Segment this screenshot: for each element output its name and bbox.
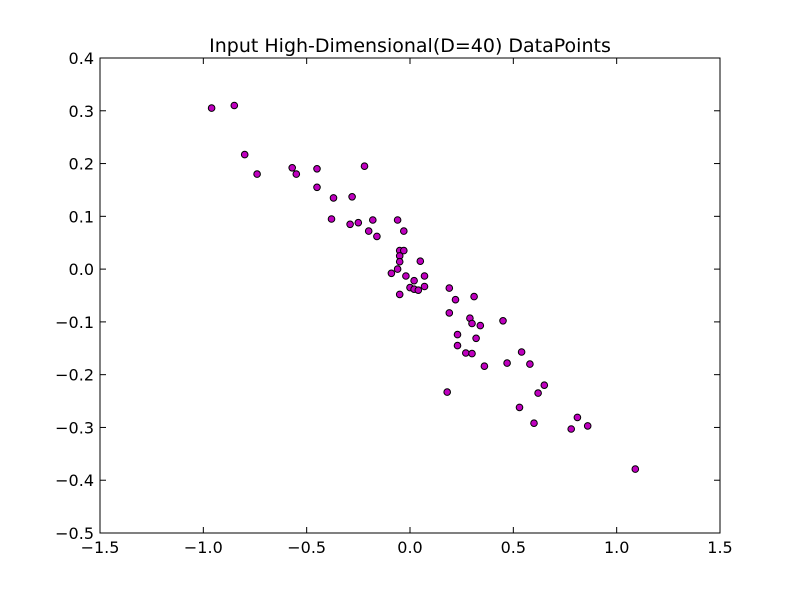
data-point-37 bbox=[445, 309, 454, 317]
data-point-47 bbox=[517, 348, 526, 356]
data-point-57 bbox=[567, 425, 576, 433]
y-tick-label-7: 0.2 bbox=[69, 155, 94, 174]
data-point-17 bbox=[393, 216, 402, 224]
data-point-32 bbox=[420, 282, 429, 291]
data-point-40 bbox=[476, 321, 485, 330]
x-tick-label-1: −1.0 bbox=[184, 538, 223, 557]
data-point-2 bbox=[240, 150, 249, 159]
data-point-3 bbox=[253, 170, 261, 178]
data-point-8 bbox=[329, 194, 338, 202]
x-tick-label-4: 0.5 bbox=[501, 538, 526, 557]
x-tick-label-2: −0.5 bbox=[287, 538, 326, 557]
data-point-10 bbox=[348, 193, 356, 201]
data-point-16 bbox=[373, 232, 381, 241]
data-point-58 bbox=[583, 422, 592, 430]
data-point-27 bbox=[410, 276, 418, 285]
y-tick-label-0: −0.5 bbox=[55, 524, 94, 543]
data-point-34 bbox=[445, 284, 454, 292]
data-point-51 bbox=[443, 388, 452, 396]
plot-frame bbox=[99, 57, 721, 534]
data-point-26 bbox=[402, 272, 410, 280]
data-point-52 bbox=[540, 381, 549, 390]
data-point-36 bbox=[470, 292, 478, 301]
y-tick-label-2: −0.3 bbox=[55, 418, 94, 437]
data-point-54 bbox=[515, 403, 524, 412]
data-point-39 bbox=[468, 319, 476, 328]
data-point-49 bbox=[526, 360, 534, 368]
x-tick-label-3: 0.0 bbox=[397, 538, 422, 557]
data-point-24 bbox=[387, 269, 396, 278]
data-point-13 bbox=[354, 218, 363, 227]
data-point-46 bbox=[499, 317, 507, 325]
data-point-5 bbox=[292, 170, 301, 178]
x-tick-label-0: −1.5 bbox=[81, 538, 120, 557]
y-tick-label-5: 0.0 bbox=[69, 260, 94, 279]
y-tick-label-6: 0.1 bbox=[69, 207, 94, 226]
data-point-12 bbox=[346, 220, 354, 229]
x-tick-label-6: 1.5 bbox=[707, 538, 732, 557]
data-point-4 bbox=[288, 164, 297, 172]
data-point-41 bbox=[453, 330, 462, 339]
data-point-14 bbox=[369, 216, 377, 224]
data-point-18 bbox=[400, 227, 408, 235]
data-point-33 bbox=[395, 290, 404, 299]
data-point-6 bbox=[313, 165, 321, 173]
data-point-11 bbox=[360, 162, 369, 170]
data-point-42 bbox=[472, 334, 480, 343]
data-point-45 bbox=[468, 349, 476, 358]
ticks-layer: −1.5 −1.0 −0.5 0.0 0.5 1.0 1.5 −0.5 −0.4 −0.3 −0.2… bbox=[55, 49, 733, 557]
data-point-23 bbox=[416, 257, 425, 266]
data-point-0 bbox=[207, 104, 216, 112]
y-tick-label-3: −0.2 bbox=[55, 366, 94, 385]
data-point-48 bbox=[503, 359, 511, 367]
y-tick-label-8: 0.3 bbox=[69, 102, 94, 121]
data-point-44 bbox=[462, 349, 470, 357]
y-tick-label-4: −0.1 bbox=[55, 313, 94, 332]
data-point-56 bbox=[573, 413, 582, 422]
x-tick-label-5: 1.0 bbox=[604, 538, 629, 557]
data-point-7 bbox=[313, 183, 321, 192]
chart-title: Input High-Dimensional(D=40) DataPoints bbox=[209, 35, 611, 57]
data-point-25 bbox=[393, 265, 402, 273]
data-point-15 bbox=[364, 227, 373, 235]
data-point-20 bbox=[400, 246, 408, 255]
data-point-31 bbox=[414, 286, 423, 295]
y-tick-label-1: −0.4 bbox=[55, 471, 94, 490]
points-layer bbox=[207, 101, 640, 473]
data-point-55 bbox=[530, 419, 538, 428]
data-point-28 bbox=[420, 272, 429, 280]
data-point-35 bbox=[451, 295, 460, 304]
data-point-1 bbox=[230, 101, 239, 110]
data-point-9 bbox=[327, 215, 336, 223]
data-point-22 bbox=[395, 257, 404, 266]
data-point-53 bbox=[534, 389, 542, 397]
y-tick-label-9: 0.4 bbox=[69, 49, 94, 68]
data-point-50 bbox=[480, 362, 489, 371]
data-point-43 bbox=[453, 341, 462, 350]
data-point-59 bbox=[631, 465, 640, 473]
